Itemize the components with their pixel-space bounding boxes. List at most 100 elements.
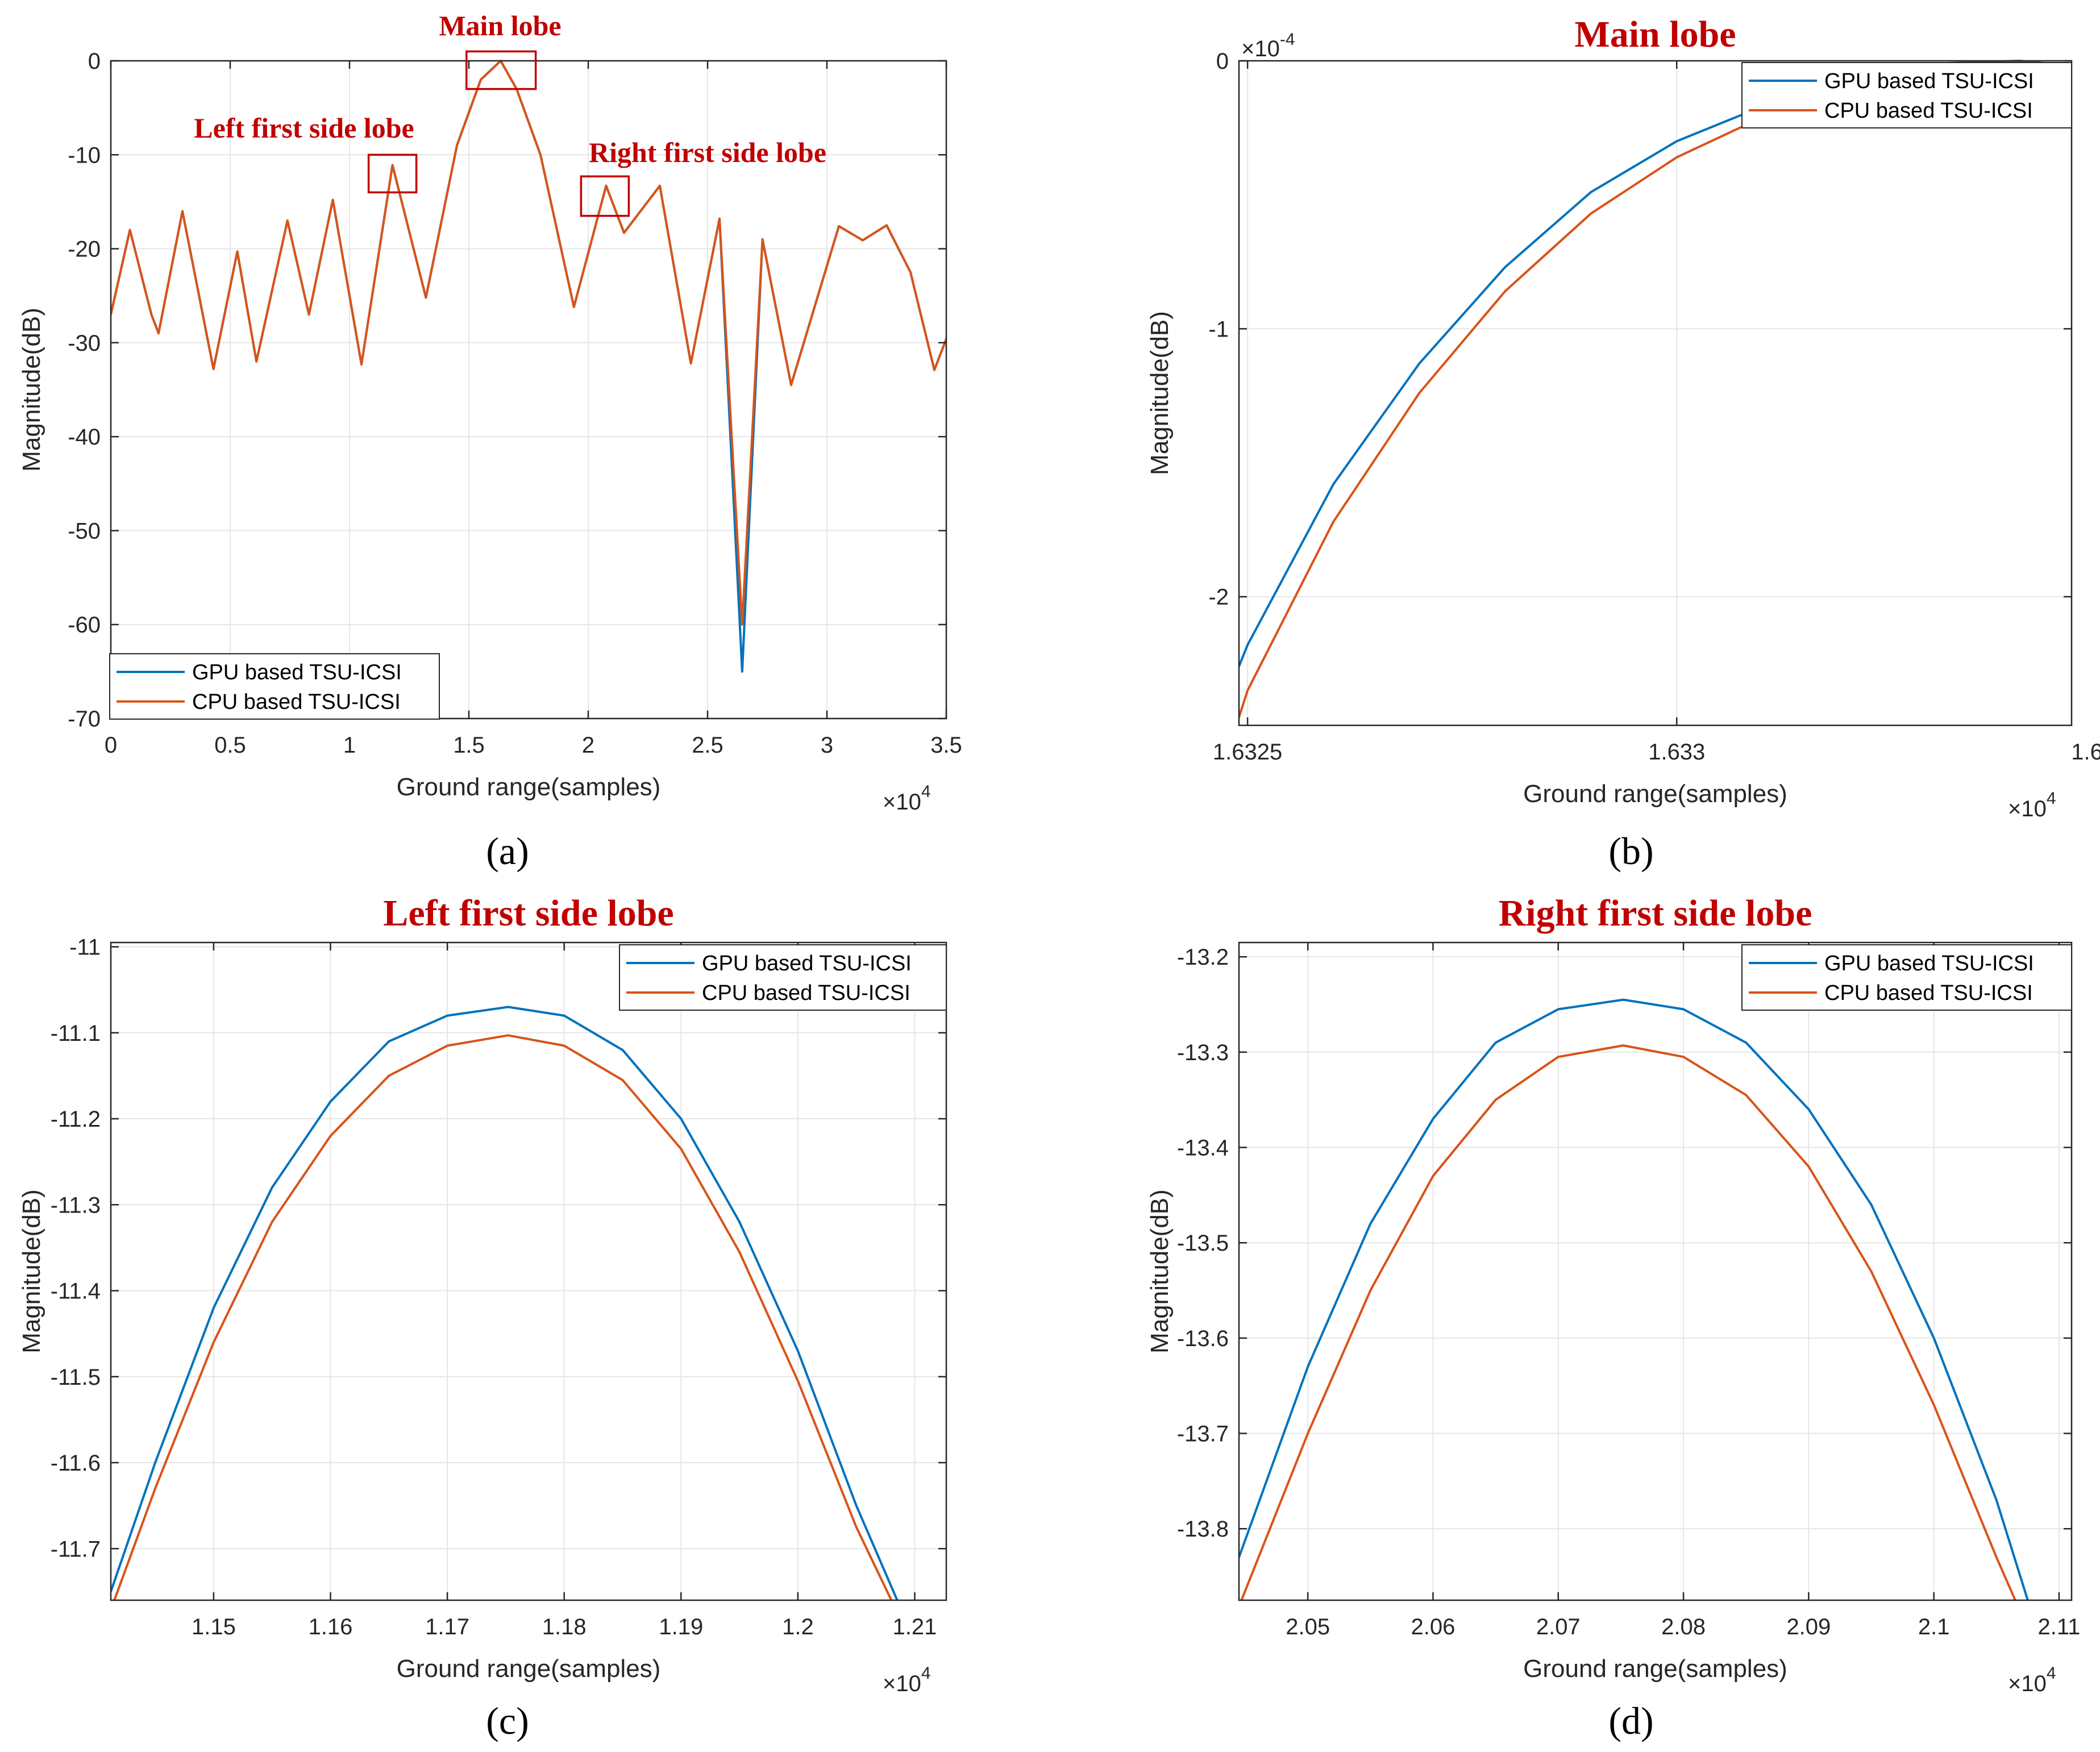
x-exponent-label: ×104	[883, 1664, 931, 1696]
x-exponent-label: ×104	[2008, 789, 2056, 821]
x-axis-label: Ground range(samples)	[397, 1655, 661, 1683]
series-line-cpu	[113, 1034, 893, 1601]
y-axis-label: Magnitude(dB)	[1146, 311, 1174, 475]
y-tick-label: -11.2	[51, 1107, 101, 1132]
legend: GPU based TSU-ICSI CPU based TSU-ICSI	[1741, 62, 2072, 128]
legend-box	[619, 944, 947, 1011]
y-tick-label: -11.4	[51, 1279, 101, 1304]
legend-entry-cpu: CPU based TSU-ICSI	[1824, 981, 2033, 1005]
x-tick-label: 1.19	[659, 1614, 703, 1639]
annotation-box	[465, 50, 537, 90]
y-tick-label: -13.4	[1177, 1136, 1229, 1161]
plot-area	[1239, 61, 2072, 725]
y-axis-label: Magnitude(dB)	[1146, 1189, 1174, 1354]
y-tick-label: -11.3	[51, 1193, 101, 1218]
y-exponent-label: ×10-4	[1241, 30, 1295, 61]
axes-box	[1238, 60, 2073, 726]
annotation-box	[580, 175, 630, 217]
x-tick-label: 1.6325	[1213, 740, 1282, 765]
chart-panel-a: 0 0.5 1 1.5 2 2.5 3 3.5 0 -10 -20 -30 -40 -50 -60 -70 Gr…	[18, 10, 962, 873]
x-exponent-label: ×104	[883, 782, 931, 815]
plot-area	[1239, 943, 2072, 1600]
y-tick-label: 0	[1216, 49, 1229, 74]
y-tick-label: -1	[1208, 317, 1229, 342]
y-tick-label: -13.7	[1177, 1422, 1229, 1447]
axes-box	[110, 60, 947, 720]
y-tick-label: -11.6	[51, 1451, 101, 1476]
x-tick-label: 1.2	[782, 1614, 814, 1639]
axes-box	[110, 941, 947, 1601]
plot-area	[111, 943, 946, 1600]
y-tick-label: -40	[68, 425, 101, 450]
annotation-box	[367, 153, 418, 194]
legend-box	[109, 653, 440, 720]
legend-entry-gpu: GPU based TSU-ICSI	[702, 952, 912, 975]
series-line-gpu	[1239, 998, 2029, 1601]
y-tick-label: -13.6	[1177, 1326, 1229, 1351]
x-tick-label: 1.17	[425, 1614, 469, 1639]
y-tick-label: -60	[68, 613, 101, 638]
chart-title: Main lobe	[1574, 14, 1736, 55]
y-tick-label: -11.5	[51, 1365, 101, 1390]
y-axis-label: Magnitude(dB)	[18, 1189, 45, 1354]
x-tick-label: 1.16	[309, 1614, 353, 1639]
x-tick-label: 1.6335	[2071, 740, 2100, 765]
annotation-label: Right first side lobe	[589, 136, 826, 168]
y-tick-label: -11	[69, 935, 101, 960]
axes-box	[1238, 941, 2073, 1601]
x-tick-label: 1.21	[893, 1614, 937, 1639]
series-line-gpu	[111, 1006, 899, 1601]
panel-label: (a)	[486, 829, 529, 873]
legend-box	[1741, 944, 2072, 1011]
x-tick-label: 2.09	[1786, 1614, 1831, 1639]
x-axis-label: Ground range(samples)	[1523, 1655, 1787, 1683]
x-tick-label: 1.633	[1648, 740, 1705, 765]
y-tick-label: -11.7	[51, 1537, 101, 1562]
panel-label: (d)	[1608, 1699, 1653, 1742]
y-tick-label: -11.1	[51, 1021, 101, 1046]
x-tick-label: 0.5	[214, 733, 246, 758]
x-exponent-power: 4	[921, 782, 931, 801]
legend: GPU based TSU-ICSI CPU based TSU-ICSI	[109, 653, 440, 720]
x-tick-label: 2.1	[1918, 1614, 1950, 1639]
x-tick-label: 2.08	[1661, 1614, 1706, 1639]
panel-label: (c)	[486, 1699, 529, 1742]
x-tick-label: 3.5	[930, 733, 962, 758]
y-axis-label: Magnitude(dB)	[18, 308, 45, 472]
legend-entry-cpu: CPU based TSU-ICSI	[1824, 99, 2033, 123]
y-tick-label: -13.8	[1177, 1517, 1229, 1542]
x-tick-label: 2.11	[2038, 1614, 2081, 1639]
annotation-label: Left first side lobe	[194, 112, 414, 144]
y-tick-label: 0	[88, 49, 101, 74]
panel-label: (b)	[1608, 829, 1653, 873]
x-tick-label: 1.18	[542, 1614, 587, 1639]
legend-entry-gpu: GPU based TSU-ICSI	[1824, 952, 2034, 975]
legend-box	[1741, 62, 2072, 128]
x-tick-label: 2.05	[1286, 1614, 1330, 1639]
y-tick-label: -10	[68, 143, 101, 168]
chart-panel-b: 1.63251.6331.63351.6341.63450-1-2Ground …	[1146, 14, 2100, 873]
legend: GPU based TSU-ICSI CPU based TSU-ICSI	[1741, 944, 2072, 1011]
x-tick-label: 2.07	[1536, 1614, 1581, 1639]
legend: GPU based TSU-ICSI CPU based TSU-ICSI	[619, 944, 947, 1011]
y-tick-label: -13.3	[1177, 1040, 1229, 1065]
y-tick-label: -13.5	[1177, 1231, 1229, 1256]
x-exponent-power: 4	[921, 1664, 931, 1683]
x-tick-label: 1.5	[453, 733, 485, 758]
x-tick-label: 2.5	[692, 733, 723, 758]
chart-panel-c: 1.15 1.16 1.17 1.18 1.19 1.2 1.21 -11 -11.1 -11.2…	[18, 892, 947, 1742]
x-tick-label: 1	[343, 733, 356, 758]
x-tick-label: 0	[105, 733, 117, 758]
x-axis-label: Ground range(samples)	[397, 773, 661, 801]
x-axis-label: Ground range(samples)	[1523, 780, 1787, 808]
y-tick-label: -13.2	[1177, 945, 1229, 970]
annotation-label: Main lobe	[439, 10, 561, 41]
x-tick-label: 2.06	[1411, 1614, 1456, 1639]
legend-entry-cpu: CPU based TSU-ICSI	[192, 690, 401, 714]
x-tick-label: 3	[821, 733, 833, 758]
x-exponent-label: ×104	[2008, 1664, 2056, 1696]
y-tick-label: -30	[68, 331, 101, 356]
y-tick-label: -70	[68, 707, 101, 732]
chart-title: Right first side lobe	[1499, 892, 1812, 934]
